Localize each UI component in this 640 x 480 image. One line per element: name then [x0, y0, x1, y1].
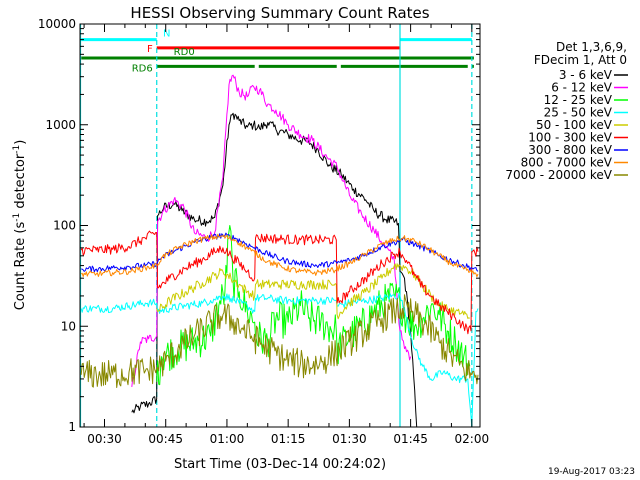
flag-bar-label: F [147, 44, 153, 55]
legend-entry-label: 800 - 7000 keV [521, 156, 613, 170]
y-axis-label-superscript: -1 [12, 213, 22, 222]
y-axis-label-part: Count Rate (s [13, 222, 28, 311]
y-tick-label: 1000 [45, 118, 76, 132]
series-line [80, 294, 479, 388]
legend-header-line: FDecim 1, Att 0 [534, 53, 627, 67]
y-axis-ticks: 1 10 100 1000 10000 [38, 17, 480, 434]
y-tick-label: 10000 [38, 17, 76, 31]
flag-bar-label: N [163, 29, 170, 40]
y-tick-label: 10 [61, 319, 76, 333]
series-group [80, 74, 479, 428]
x-tick-label: 02:00 [455, 432, 490, 446]
x-tick-label: 01:30 [332, 432, 367, 446]
flag-bars: NF RD0 RD6 [81, 29, 474, 74]
series-line [80, 292, 479, 428]
x-tick-label: 01:45 [393, 432, 428, 446]
y-tick-label: 100 [53, 219, 76, 233]
x-axis-label: Start Time (03-Dec-14 00:24:02) [174, 457, 386, 472]
legend-entry-label: 3 - 6 keV [559, 68, 613, 82]
chart-title: HESSI Observing Summary Count Rates [130, 4, 429, 22]
x-tick-label: 01:15 [271, 432, 306, 446]
series-line [156, 263, 471, 320]
x-tick-label: 00:30 [87, 432, 122, 446]
y-axis-label-part: detector [13, 153, 28, 213]
series-line [81, 232, 479, 273]
legend: Det 1,3,6,9, FDecim 1, Att 0 3 - 6 keV6 … [505, 40, 628, 182]
series-line [131, 74, 412, 387]
series-line [131, 112, 418, 428]
legend-entry-label: 100 - 300 keV [528, 131, 612, 145]
y-tick-label: 1 [68, 420, 76, 434]
y-axis-label: Count Rate (s-1 detector-1) [12, 140, 28, 311]
x-tick-label: 00:45 [148, 432, 183, 446]
series-line [80, 230, 479, 335]
legend-entry-label: 7000 - 20000 keV [505, 168, 612, 182]
flag-bar-label: RD0 [174, 47, 195, 58]
series-line [80, 233, 479, 278]
legend-entry-label: 50 - 100 keV [536, 118, 613, 132]
series-line [156, 225, 471, 386]
x-axis-ticks: 00:30 00:45 01:00 01:15 01:30 01:45 02:00 [83, 24, 490, 446]
footer-timestamp: 19-Aug-2017 03:23 [548, 467, 635, 477]
x-tick-label: 01:00 [210, 432, 245, 446]
legend-entry-label: 25 - 50 keV [544, 106, 613, 120]
y-axis-label-superscript: -1 [12, 145, 22, 154]
legend-header-line: Det 1,3,6,9, [556, 40, 627, 54]
legend-entry-label: 6 - 12 keV [551, 81, 613, 95]
y-axis-label-part: ) [13, 140, 28, 145]
flag-bar-label: RD6 [132, 63, 153, 74]
legend-entry-label: 12 - 25 keV [544, 93, 613, 107]
legend-entry-label: 300 - 800 keV [528, 143, 612, 157]
